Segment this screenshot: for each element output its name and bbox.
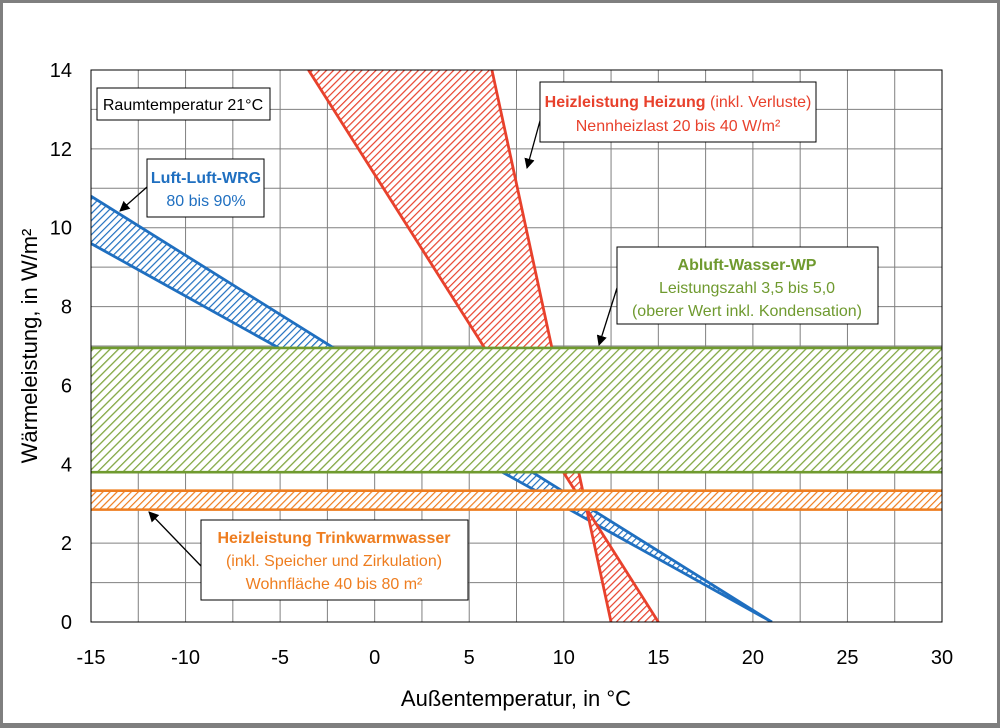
annotation-abluft-line3: (oberer Wert inkl. Kondensation) bbox=[632, 303, 862, 320]
annotation-trinkwarmwasser-title: Heizleistung Trinkwarmwasser bbox=[218, 530, 451, 547]
y-tick-label: 0 bbox=[61, 612, 72, 634]
annotation-wrg: Luft-Luft-WRG 80 bis 90% bbox=[119, 158, 265, 218]
annotation-trinkwarmwasser-line2: (inkl. Speicher und Zirkulation) bbox=[226, 553, 442, 570]
data-bands bbox=[91, 70, 942, 622]
annotation-abluft-title: Abluft-Wasser-WP bbox=[678, 257, 817, 274]
annotation-raumtemperatur: Raumtemperatur 21°C bbox=[96, 87, 271, 121]
band-trinkwarmwasser-area bbox=[91, 490, 942, 510]
y-tick-label: 12 bbox=[50, 139, 72, 161]
chart-svg: -15 -10 -5 0 5 10 15 20 25 30 0 2 4 6 8 10 12 14 Außentem… bbox=[17, 60, 953, 711]
x-tick-label: 0 bbox=[369, 647, 380, 669]
y-tick-label: 8 bbox=[61, 297, 72, 319]
annotation-heizung-title-suffix: (inkl. Verluste) bbox=[706, 94, 812, 111]
annotation-wrg-title: Luft-Luft-WRG bbox=[151, 170, 261, 187]
y-tick-label: 4 bbox=[61, 454, 72, 476]
y-tick-label: 10 bbox=[50, 218, 72, 240]
x-tick-label: 15 bbox=[647, 647, 669, 669]
x-tick-label: 25 bbox=[836, 647, 858, 669]
x-axis-label: Außentemperatur, in °C bbox=[401, 686, 631, 711]
annotation-raumtemperatur-text: Raumtemperatur 21°C bbox=[103, 97, 263, 114]
x-tick-label: 30 bbox=[931, 647, 953, 669]
annotation-heizung: Heizleistung Heizung (inkl. Verluste) Ne… bbox=[524, 81, 817, 170]
y-tick-label: 2 bbox=[61, 533, 72, 555]
band-heizung-lower-line bbox=[490, 70, 613, 622]
svg-text:Heizleistung Heizung (inkl. Ve: Heizleistung Heizung (inkl. Verluste) bbox=[545, 94, 812, 111]
annotation-wrg-line2: 80 bis 90% bbox=[166, 193, 245, 210]
x-tick-label: -10 bbox=[171, 647, 200, 669]
x-tick-label: 20 bbox=[742, 647, 764, 669]
annotation-abluft: Abluft-Wasser-WP Leistungszahl 3,5 bis 5… bbox=[596, 246, 879, 346]
x-tick-label: -5 bbox=[271, 647, 289, 669]
annotation-heizung-line2: Nennheizlast 20 bis 40 W/m² bbox=[576, 118, 781, 135]
x-tick-label: 10 bbox=[553, 647, 575, 669]
axis-ticks: -15 -10 -5 0 5 10 15 20 25 30 0 2 4 6 8 10 12 14 bbox=[50, 60, 953, 669]
x-tick-label: -15 bbox=[77, 647, 106, 669]
annotation-trinkwarmwasser-line3: Wohnfläche 40 bis 80 m² bbox=[246, 576, 423, 593]
annotation-abluft-line2: Leistungszahl 3,5 bis 5,0 bbox=[659, 280, 835, 297]
plot-border bbox=[90, 69, 943, 623]
x-tick-label: 5 bbox=[464, 647, 475, 669]
annotation-trinkwarmwasser: Heizleistung Trinkwarmwasser (inkl. Spei… bbox=[148, 511, 469, 601]
annotation-heizung-title: Heizleistung Heizung bbox=[545, 94, 706, 111]
band-heizung-upper-line bbox=[307, 70, 660, 622]
y-axis-label: Wärmeleistung, in W/m² bbox=[17, 229, 42, 464]
chart-frame: -15 -10 -5 0 5 10 15 20 25 30 0 2 4 6 8 10 12 14 Außentem… bbox=[3, 3, 997, 723]
band-abluft-area bbox=[91, 347, 942, 473]
y-tick-label: 6 bbox=[61, 375, 72, 397]
y-tick-label: 14 bbox=[50, 60, 72, 82]
